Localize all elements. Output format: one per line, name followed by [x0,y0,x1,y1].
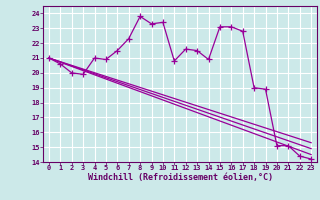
X-axis label: Windchill (Refroidissement éolien,°C): Windchill (Refroidissement éolien,°C) [87,173,273,182]
